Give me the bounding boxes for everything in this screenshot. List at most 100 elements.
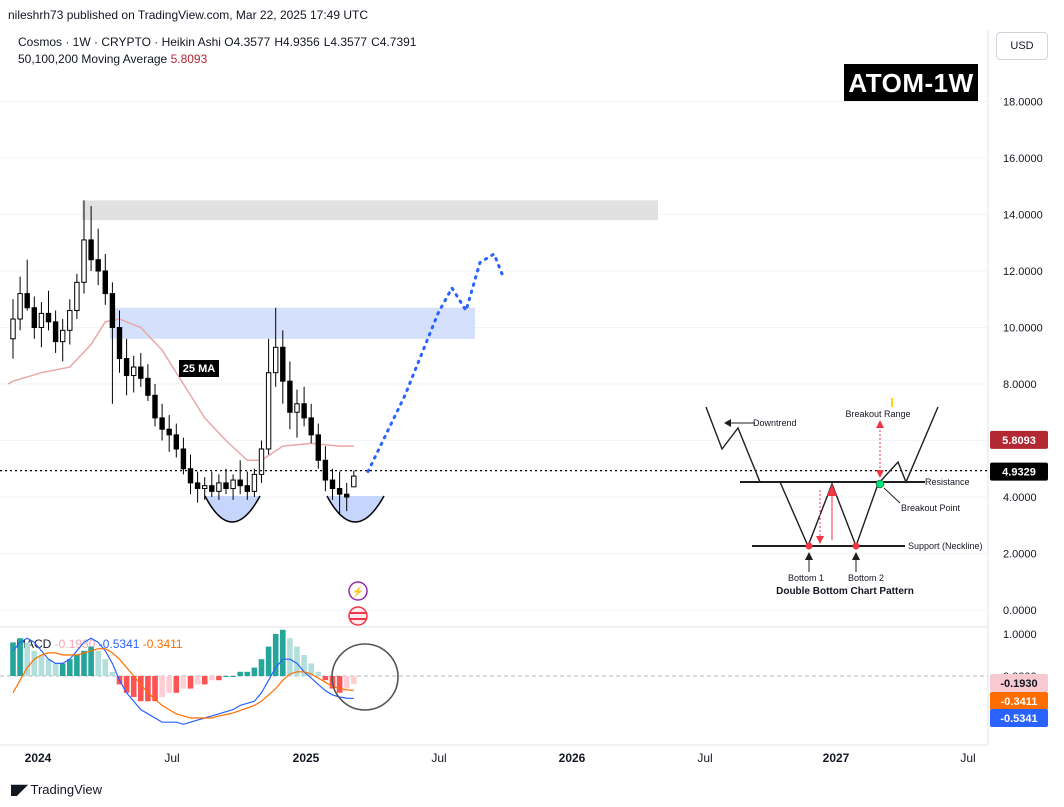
candle-body [166,428,172,436]
candle-body [223,482,229,490]
bottom2-label: Bottom 2 [848,573,884,583]
symbol-legend: Cosmos · 1W · CRYPTO · Heikin Ashi O4.35… [18,35,420,49]
height-arrowhead-up [827,484,837,496]
macd-histogram-bar [109,671,116,676]
macd-histogram-bar [244,671,251,676]
macd-line-value: -0.5341 [98,637,140,651]
time-axis-label: 2024 [25,751,52,765]
candle-body [52,321,59,343]
macd-histogram-bar [230,676,236,677]
ma-annotation-box [179,360,219,377]
candle-body [173,434,180,450]
candle-body [159,417,165,430]
candle-body [38,312,45,328]
macd-histogram-bar [138,676,144,702]
macd-value-tag: -0.3411 [1001,696,1038,708]
ma-legend-value: 5.8093 [170,52,208,66]
open-value: O4.3577 [224,35,271,49]
top-supply-zone [82,200,658,221]
macd-histogram-bar [287,638,293,676]
macd-tag-bg [990,692,1048,710]
candle-body [24,293,30,309]
price-tick-label: 8.0000 [1003,379,1037,391]
macd-histogram-bar [74,655,80,676]
bottom1-arrowhead [805,552,813,560]
macd-histogram-bar [145,676,151,702]
candle-body [60,329,66,343]
candle-body [209,485,215,492]
current-price-tag-bg [990,462,1048,481]
candle-body [273,346,279,374]
projection-path [366,251,504,474]
time-axis-label: Jul [697,751,712,765]
resistance-zone [110,307,475,339]
breakout-point-label: Breakout Point [901,503,961,513]
price-tick-label: 16.0000 [1003,153,1043,165]
macd-histogram-bar [67,659,73,676]
time-axis-label: Jul [431,751,446,765]
symbol-label: Cosmos · 1W · CRYPTO · Heikin Ashi [18,35,221,49]
time-axis-label: Jul [960,751,975,765]
macd-highlight-circle [331,643,399,711]
macd-histogram-bar [159,676,165,697]
footer-brand[interactable]: ▮◤ TradingView [10,781,102,798]
macd-histogram-bar [95,650,101,676]
macd-histogram-bar [173,676,180,693]
candle-body [194,482,201,490]
current-price-tag: 4.9329 [1002,467,1036,479]
ma-price-tag: 5.8093 [1002,435,1036,447]
candle-body [152,394,158,419]
candle-body [329,479,336,490]
price-tick-label: 14.0000 [1003,210,1043,222]
candle-body [74,281,80,312]
candle-body [109,293,116,329]
lightning-icon [348,581,368,601]
breakout-point-pointer [883,487,901,504]
macd-histogram-bar [237,671,243,676]
macd-tick-label: 1.0000 [1003,629,1037,641]
time-axis-label: 2026 [559,751,586,765]
height-dashed-arrowhead [816,536,824,544]
currency-button[interactable]: USD [996,32,1048,60]
moving-average-line [7,318,354,462]
ma-legend[interactable]: 50,100,200 Moving Average 5.8093 [18,52,207,66]
candle-body [216,482,222,492]
candle-body [230,479,236,490]
candle-body [123,358,130,377]
macd-histogram-bar [88,646,94,676]
macd-histogram-bar [251,667,258,676]
macd-histogram-bar [187,676,194,689]
bottom2-marker [852,542,860,550]
candle-body [67,310,73,331]
candle-body [131,366,137,377]
macd-histogram-bar [130,676,137,697]
candle-body [31,307,37,329]
candle-body [301,403,307,419]
price-tick-label: 0.0000 [1003,605,1037,617]
macd-histogram-bar [152,676,158,702]
candle-body [187,468,194,484]
bottom2-arrowhead [852,552,860,560]
tradingview-logo-icon: ▮◤ [10,781,28,797]
price-tick-label: 4.0000 [1003,492,1037,504]
macd-histogram-bar [81,650,87,676]
candle-body [116,327,123,360]
candle-body [45,312,52,323]
candle-body [351,475,357,488]
macd-histogram-bar [209,676,215,681]
candle-body [258,448,265,475]
macd-line [12,637,354,725]
candle-body [308,417,314,436]
breakout-range-label: Breakout Range [845,409,910,419]
downtrend-label: Downtrend [753,418,797,428]
lightning-glyph: ⚡ [352,585,364,598]
ma-annotation-label: 25 MA [183,363,215,375]
breakout-point-marker [875,479,885,489]
close-value: C4.7391 [371,35,417,49]
macd-histogram-bar [17,638,23,676]
candle-body [10,318,16,340]
macd-histogram-bar [343,676,350,689]
macd-histogram-bar [315,671,322,676]
macd-histogram-bar [201,676,208,685]
